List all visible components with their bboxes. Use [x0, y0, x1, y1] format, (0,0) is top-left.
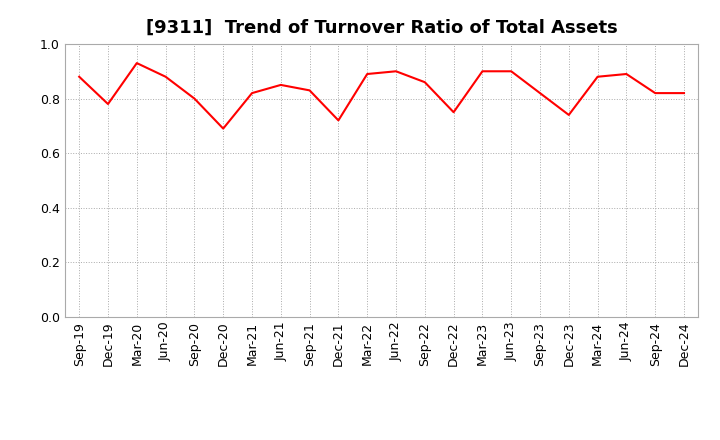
Title: [9311]  Trend of Turnover Ratio of Total Assets: [9311] Trend of Turnover Ratio of Total …: [145, 19, 618, 37]
